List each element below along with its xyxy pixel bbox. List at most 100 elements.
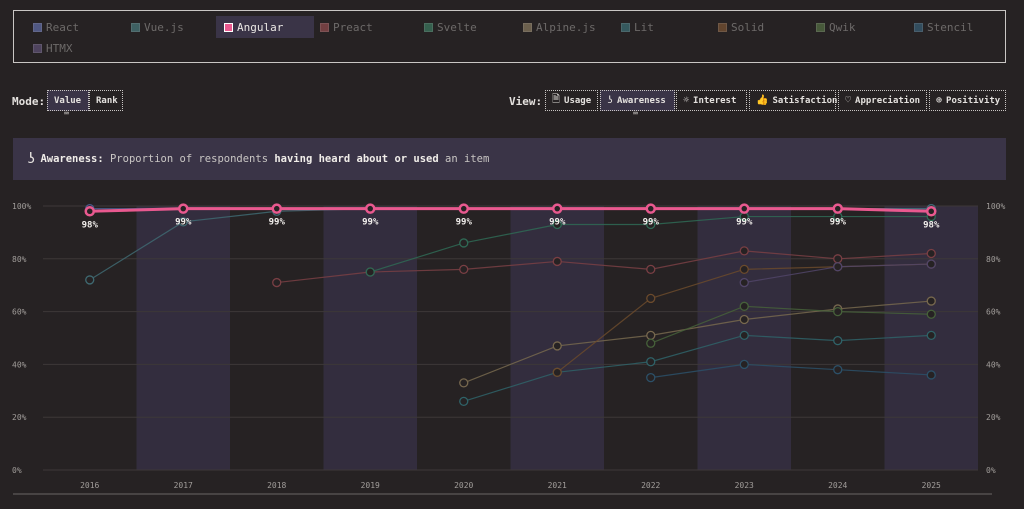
data-label-angular: 99% — [456, 218, 473, 228]
data-point-svelte — [739, 211, 749, 222]
view-usage-button[interactable]: 🗎 Usage — [545, 90, 598, 111]
data-point-alpine-js — [459, 378, 469, 388]
data-point-react — [178, 203, 188, 214]
y-tick-label-right: 0% — [986, 466, 996, 475]
data-point-preact — [739, 246, 749, 256]
series-line-htmx — [744, 263, 932, 284]
series-line-lit — [463, 334, 932, 402]
data-point-angular — [458, 203, 469, 214]
view-positivity-button[interactable]: ⊕ Positivity — [929, 90, 1006, 111]
data-label-angular: 99% — [830, 218, 847, 228]
view-label-text: Satisfaction — [772, 95, 838, 106]
data-point-svelte — [833, 211, 843, 222]
mode-value-button[interactable]: Value — [47, 90, 89, 111]
data-point-angular — [739, 203, 750, 214]
data-point-htmx — [739, 277, 749, 288]
y-tick-label-left: 60% — [12, 308, 27, 317]
legend-item-qwik[interactable]: Qwik — [808, 16, 856, 38]
view-appreciation-button[interactable]: ♡ Appreciation — [838, 90, 927, 111]
legend-swatch — [424, 22, 433, 32]
legend-item-solid[interactable]: Solid — [710, 16, 764, 38]
data-point-preact — [833, 254, 843, 264]
y-tick-label-right: 20% — [986, 413, 1001, 422]
y-tick-label-right: 100% — [986, 202, 1005, 211]
view-label-text: Usage — [564, 95, 592, 106]
y-tick-label-left: 80% — [12, 255, 27, 264]
data-label-angular: 99% — [643, 218, 660, 228]
data-point-react — [646, 203, 656, 214]
y-tick-label-right: 40% — [986, 360, 1001, 369]
mode-label: Mode: — [12, 95, 46, 108]
data-point-lit — [926, 330, 936, 341]
data-point-lit — [552, 367, 562, 377]
legend-item-preact[interactable]: Preact — [312, 16, 373, 38]
column-band — [884, 206, 978, 470]
data-point-angular — [832, 203, 843, 214]
view-awareness-button[interactable]: ʖ Awareness — [600, 90, 675, 111]
legend-item-lit[interactable]: Lit — [613, 16, 654, 38]
mode-rank-button[interactable]: Rank — [89, 90, 123, 111]
data-point-svelte — [365, 267, 375, 277]
data-point-qwik — [646, 338, 656, 348]
plus-circle-icon: ⊕ — [936, 95, 943, 106]
column-band — [697, 206, 791, 470]
keyboard-icon: ⌨ — [633, 109, 638, 118]
data-label-angular: 99% — [362, 218, 379, 228]
data-point-solid — [552, 367, 562, 377]
view-interest-button[interactable]: ☼ Interest — [676, 90, 747, 111]
legend-item-alpine-js[interactable]: Alpine.js — [515, 16, 596, 38]
column-band — [136, 206, 230, 470]
data-point-preact — [459, 264, 469, 275]
view-satisfaction-button[interactable]: 👍 Satisfaction — [749, 90, 838, 111]
data-point-lit — [459, 396, 469, 407]
data-point-react — [833, 203, 843, 214]
data-point-qwik — [833, 306, 843, 317]
mode-value-label: Value — [54, 95, 82, 106]
ear-icon: ʖ — [607, 95, 614, 106]
description-pre: Proportion of respondents — [103, 153, 275, 165]
description-post: an item — [438, 153, 490, 165]
data-point-vue-js — [272, 206, 282, 216]
document-icon: 🗎 — [552, 94, 561, 105]
legend-item-svelte[interactable]: Svelte — [416, 16, 477, 38]
view-label-text: Awareness — [617, 95, 666, 106]
data-point-angular — [271, 203, 282, 214]
data-point-vue-js — [833, 203, 843, 214]
data-point-vue-js — [459, 203, 469, 214]
legend-swatch — [718, 22, 727, 32]
legend-item-angular[interactable]: Angular — [216, 16, 314, 38]
data-point-alpine-js — [833, 304, 843, 314]
legend-label: Solid — [731, 20, 765, 34]
legend-swatch — [621, 22, 630, 32]
description-label: Awareness: — [40, 153, 104, 165]
y-tick-label-left: 40% — [12, 360, 27, 369]
series-line-stencil — [650, 363, 932, 379]
data-point-react — [926, 203, 936, 214]
data-point-alpine-js — [926, 296, 936, 306]
data-point-react — [85, 203, 95, 214]
legend-item-htmx[interactable]: HTMX — [25, 37, 73, 59]
data-label-angular: 99% — [736, 218, 753, 228]
data-point-stencil — [739, 359, 749, 370]
legend-item-react[interactable]: React — [25, 16, 79, 38]
legend-label: Angular — [237, 20, 284, 34]
heart-icon: ♡ — [845, 95, 852, 106]
thumbs-up-icon: 👍 — [756, 95, 769, 106]
data-label-angular: 99% — [269, 218, 286, 228]
data-point-svelte — [646, 219, 656, 230]
view-label-text: Positivity — [946, 95, 1001, 106]
data-point-svelte — [552, 219, 562, 230]
data-point-alpine-js — [552, 341, 562, 351]
series-line-angular — [89, 207, 932, 213]
x-tick-label: 2024 — [828, 481, 847, 490]
data-point-vue-js — [646, 203, 656, 214]
data-point-solid — [739, 264, 749, 275]
x-tick-label: 2022 — [641, 481, 660, 490]
data-point-lit — [646, 357, 656, 367]
data-point-react — [552, 203, 562, 214]
data-point-vue-js — [85, 275, 95, 285]
data-point-solid — [926, 259, 936, 269]
data-point-solid — [646, 293, 656, 304]
legend-item-vue-js[interactable]: Vue.js — [123, 16, 184, 38]
legend-item-stencil[interactable]: Stencil — [906, 16, 973, 38]
